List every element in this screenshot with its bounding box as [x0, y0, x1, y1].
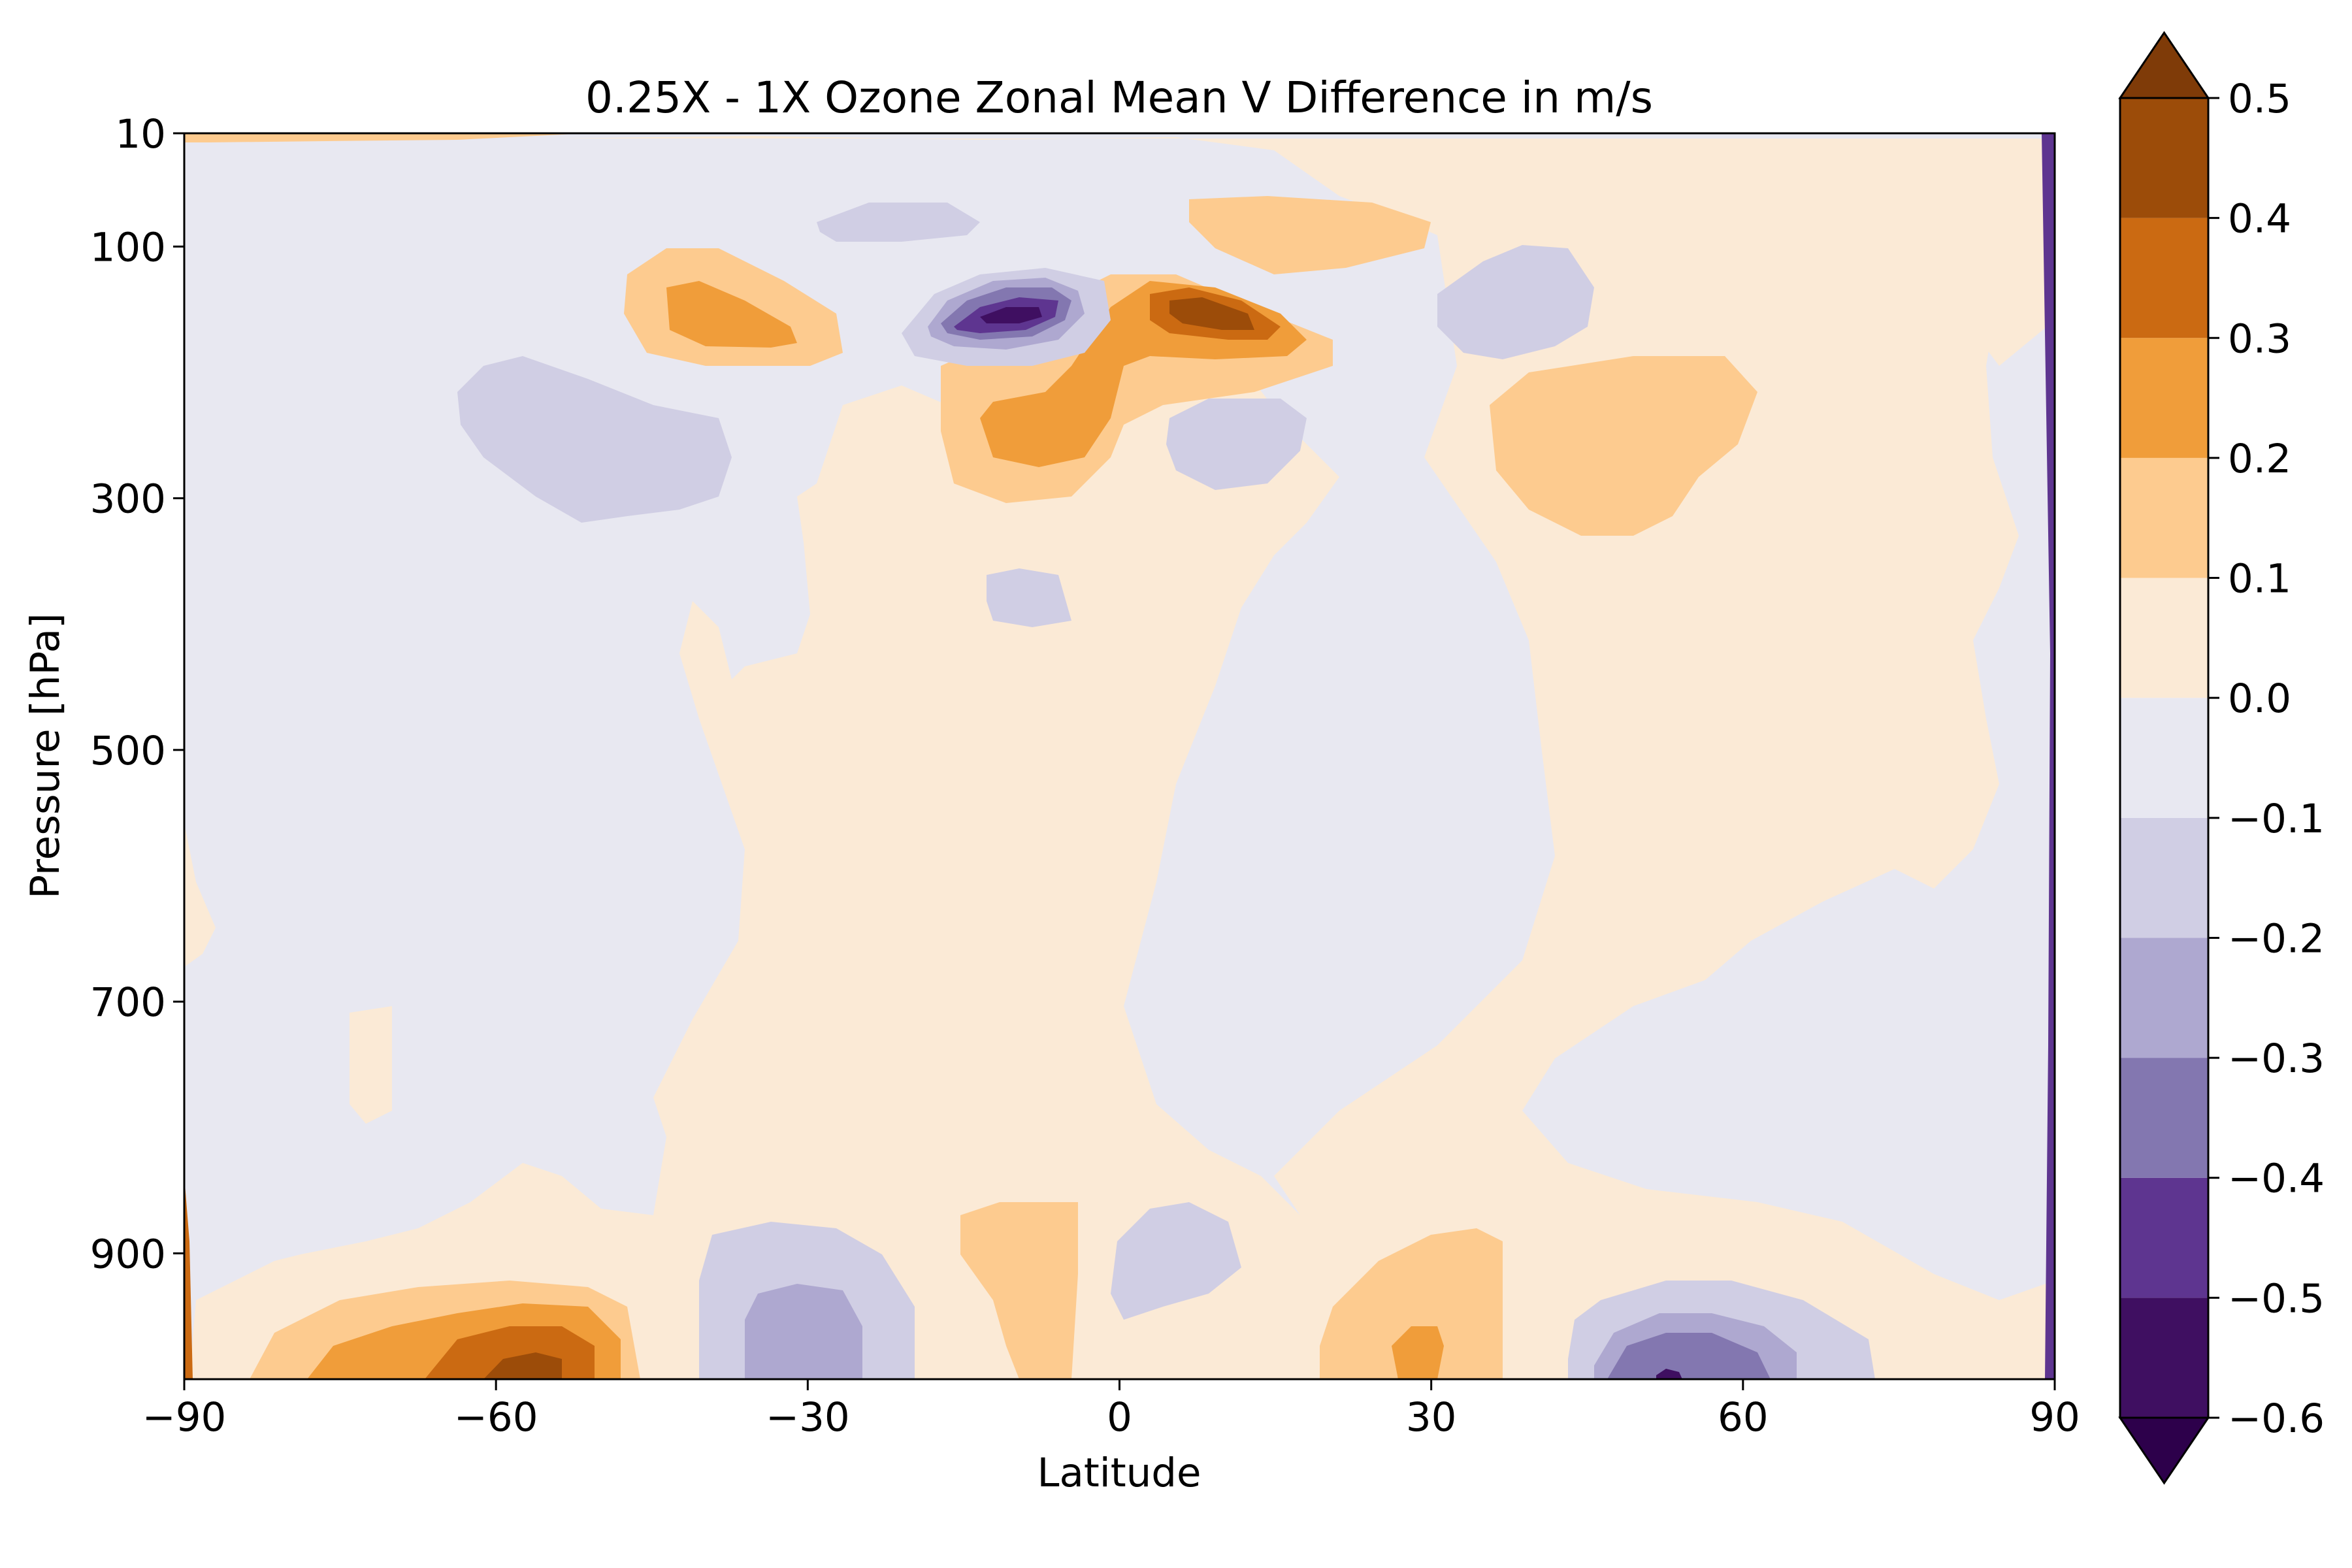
x-tick-label: 60 [1718, 1394, 1769, 1441]
colorbar-tick-label: −0.5 [2228, 1275, 2325, 1322]
contour-lobe-neg-0.2-b [745, 1284, 862, 1379]
colorbar-bin [2120, 698, 2208, 818]
colorbar-bin [2120, 98, 2208, 218]
colorbar-bin [2120, 578, 2208, 698]
x-tick-label: −60 [454, 1394, 538, 1441]
colorbar-bin [2120, 218, 2208, 338]
x-tick-label: −30 [766, 1394, 850, 1441]
colorbar-tick-label: 0.3 [2228, 316, 2291, 362]
y-tick-label: 300 [90, 476, 166, 523]
x-tick-label: 30 [1406, 1394, 1457, 1441]
x-axis-title: Latitude [1037, 1450, 1201, 1496]
colorbar-extend-max [2120, 33, 2208, 98]
colorbar-tick-label: −0.3 [2228, 1036, 2325, 1082]
x-tick-label: −90 [142, 1394, 227, 1441]
colorbar-tick-label: 0.5 [2228, 76, 2291, 122]
colorbar-bin [2120, 1178, 2208, 1298]
contour-pos-blob-left [350, 1006, 392, 1124]
y-axis: 10 100 300 500 700 900 [90, 111, 184, 1277]
colorbar-tick-label: 0.0 [2228, 676, 2291, 722]
colorbar-bin [2120, 818, 2208, 938]
y-tick-label: 100 [90, 224, 166, 270]
contour-lobe-neg-0.1-e [987, 568, 1071, 627]
colorbar-bin [2120, 458, 2208, 578]
colorbar-tick-label: −0.2 [2228, 915, 2325, 962]
y-tick-label: 500 [90, 728, 166, 774]
colorbar-bin [2120, 338, 2208, 458]
plot-area [184, 133, 2055, 1379]
colorbar-tick-label: −0.4 [2228, 1156, 2325, 1202]
colorbar-extend-min [2120, 1418, 2208, 1483]
y-axis-title: Pressure [hPa] [22, 613, 69, 899]
x-axis: −90 −60 −30 0 30 60 90 [142, 1379, 2080, 1441]
y-tick-label: 700 [90, 979, 166, 1026]
y-tick-label: 900 [90, 1231, 166, 1277]
x-tick-label: 90 [2029, 1394, 2080, 1441]
colorbar-bin [2120, 1058, 2208, 1178]
y-tick-label: 10 [115, 111, 166, 157]
x-tick-label: 0 [1107, 1394, 1132, 1441]
chart-title: 0.25X - 1X Ozone Zonal Mean V Difference… [585, 73, 1653, 123]
colorbar: −0.6 −0.5 −0.4 −0.3 −0.2 −0.1 0.0 0.1 0.2 0.3 0.4 0… [2120, 33, 2325, 1483]
colorbar-bin [2120, 938, 2208, 1058]
colorbar-tick-label: −0.1 [2228, 796, 2325, 842]
colorbar-tick-label: 0.1 [2228, 556, 2291, 602]
colorbar-tick-label: −0.6 [2228, 1396, 2325, 1442]
colorbar-bin [2120, 1298, 2208, 1418]
colorbar-tick-label: 0.2 [2228, 436, 2291, 482]
colorbar-tick-label: 0.4 [2228, 196, 2291, 242]
